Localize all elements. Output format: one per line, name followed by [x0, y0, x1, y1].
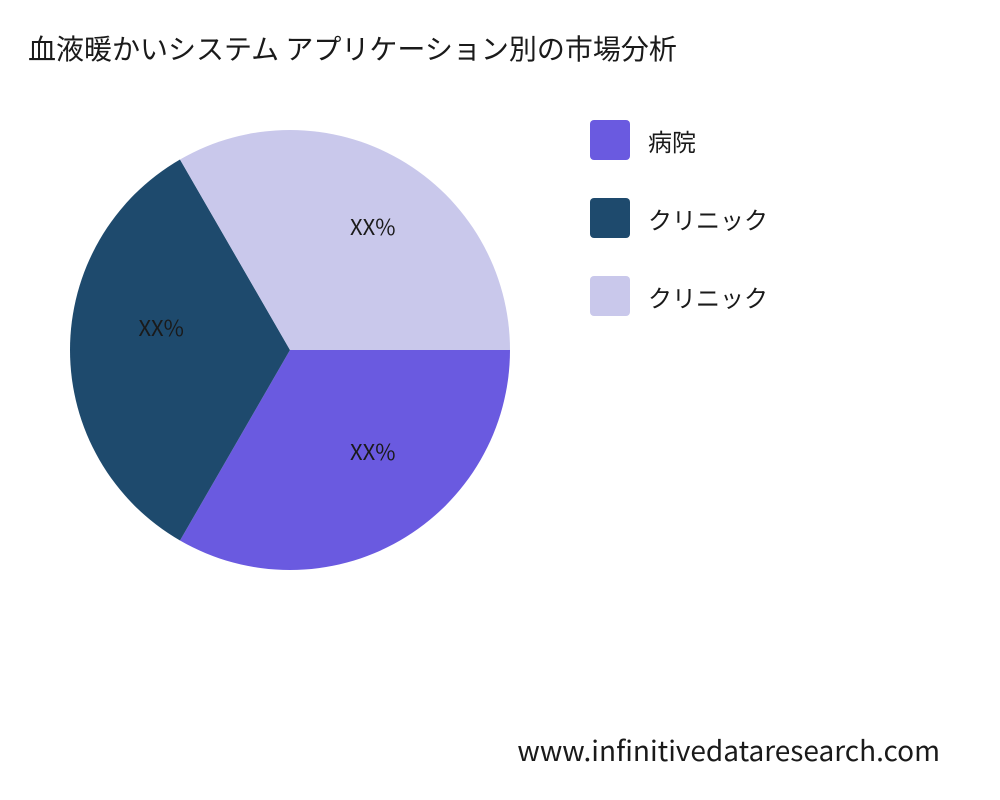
legend-label-0: 病院	[648, 123, 696, 158]
legend-swatch-0	[590, 120, 630, 160]
legend-swatch-2	[590, 276, 630, 316]
legend-item-0: 病院	[590, 120, 768, 160]
legend-swatch-1	[590, 198, 630, 238]
legend: 病院クリニッククリニック	[590, 120, 768, 316]
chart-title: 血液暖かいシステム アプリケーション別の市場分析	[28, 28, 677, 68]
legend-label-2: クリニック	[648, 279, 768, 314]
slice-label-2: XX%	[350, 210, 395, 242]
legend-label-1: クリニック	[648, 201, 768, 236]
legend-item-2: クリニック	[590, 276, 768, 316]
slice-label-0: XX%	[350, 435, 395, 467]
pie-svg	[60, 120, 520, 580]
legend-item-1: クリニック	[590, 198, 768, 238]
footer-url: www.infinitivedataresearch.com	[517, 730, 940, 770]
pie-chart: XX% XX% XX%	[60, 120, 520, 580]
slice-label-1: XX%	[138, 311, 183, 343]
